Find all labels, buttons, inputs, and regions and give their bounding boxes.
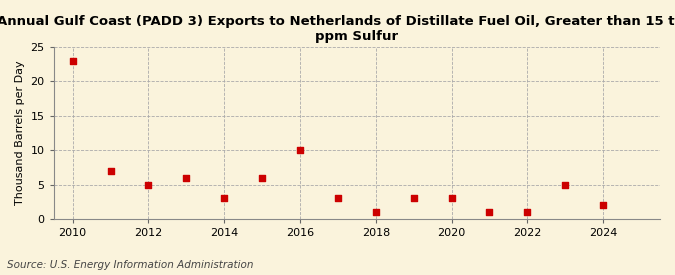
Point — [371, 210, 381, 214]
Point — [294, 148, 305, 152]
Y-axis label: Thousand Barrels per Day: Thousand Barrels per Day — [15, 61, 25, 205]
Point — [598, 203, 609, 207]
Title: Annual Gulf Coast (PADD 3) Exports to Netherlands of Distillate Fuel Oil, Greate: Annual Gulf Coast (PADD 3) Exports to Ne… — [0, 15, 675, 43]
Point — [181, 175, 192, 180]
Point — [408, 196, 419, 200]
Point — [256, 175, 267, 180]
Point — [560, 182, 570, 187]
Point — [446, 196, 457, 200]
Point — [105, 169, 116, 173]
Point — [484, 210, 495, 214]
Point — [143, 182, 154, 187]
Text: Source: U.S. Energy Information Administration: Source: U.S. Energy Information Administ… — [7, 260, 253, 270]
Point — [522, 210, 533, 214]
Point — [333, 196, 344, 200]
Point — [68, 59, 78, 63]
Point — [219, 196, 230, 200]
